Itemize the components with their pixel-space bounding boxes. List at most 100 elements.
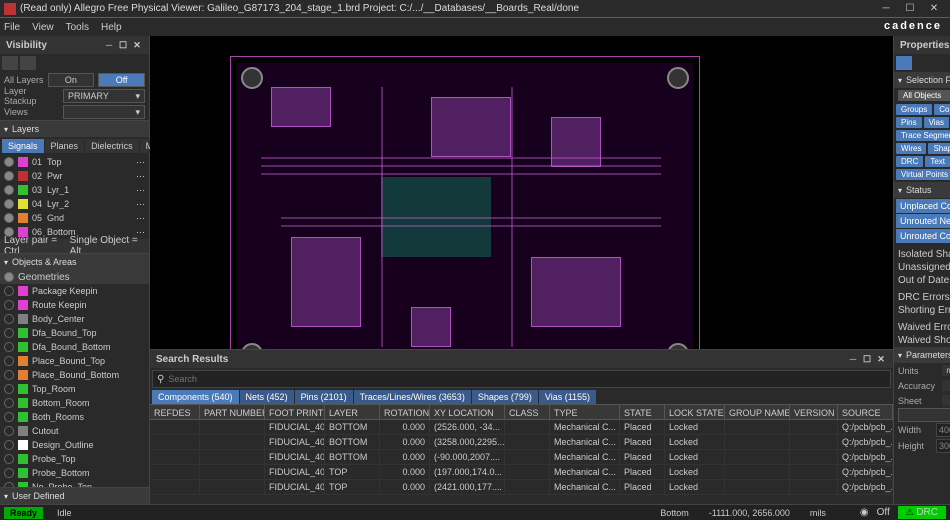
color-swatch[interactable]: [18, 185, 28, 195]
eye-icon[interactable]: [4, 185, 14, 195]
close-button[interactable]: ✕: [922, 3, 946, 14]
color-swatch[interactable]: [18, 342, 28, 352]
layer-row[interactable]: 04 Lyr_2⋯: [0, 197, 149, 211]
unit-button[interactable]: A: [942, 395, 950, 406]
layers-section-header[interactable]: Layers: [0, 121, 149, 137]
drc-button[interactable]: ⚠ DRC: [898, 506, 946, 519]
eye-icon[interactable]: [4, 398, 14, 408]
eye-icon[interactable]: [4, 300, 14, 310]
col-header[interactable]: FOOT PRINT: [265, 405, 325, 419]
col-header[interactable]: SOURCE: [838, 405, 893, 419]
design-canvas[interactable]: [150, 36, 893, 349]
eye-icon[interactable]: [4, 199, 14, 209]
vis-tool-2[interactable]: [20, 56, 36, 70]
table-row[interactable]: FIDUCIAL_40TOP0.000(197.000,174.0...Mech…: [150, 465, 893, 480]
eye-icon[interactable]: [4, 454, 14, 464]
col-header[interactable]: LOCK STATE: [665, 405, 725, 419]
layer-row[interactable]: 03 Lyr_1⋯: [0, 183, 149, 197]
width-input[interactable]: [936, 423, 950, 437]
search-dock-icon[interactable]: ☐: [861, 353, 873, 365]
col-header[interactable]: VERSION: [790, 405, 838, 419]
filter-button[interactable]: Wires: [896, 143, 926, 154]
maximize-button[interactable]: ☐: [898, 3, 922, 14]
search-close-icon[interactable]: ✕: [875, 353, 887, 365]
eye-icon[interactable]: [4, 286, 14, 296]
eye-icon[interactable]: [4, 328, 14, 338]
layer-row[interactable]: 01 Top⋯: [0, 155, 149, 169]
geometry-row[interactable]: Place_Bound_Top: [0, 354, 149, 368]
panel-minimize-icon[interactable]: ─: [103, 39, 115, 51]
all-layers-off[interactable]: Off: [98, 73, 145, 87]
color-swatch[interactable]: [18, 171, 28, 181]
more-icon[interactable]: ⋯: [136, 157, 145, 168]
layer-row[interactable]: 02 Pwr⋯: [0, 169, 149, 183]
eye-icon[interactable]: [4, 370, 14, 380]
geometry-row[interactable]: Place_Bound_Bottom: [0, 368, 149, 382]
eye-icon[interactable]: [4, 213, 14, 223]
color-swatch[interactable]: [18, 468, 28, 478]
table-row[interactable]: FIDUCIAL_40BOTTOM0.000(2526.000, -34...M…: [150, 420, 893, 435]
status-section-header[interactable]: Status: [894, 182, 950, 198]
color-swatch[interactable]: [18, 328, 28, 338]
more-icon[interactable]: ⋯: [136, 185, 145, 196]
color-swatch[interactable]: [18, 356, 28, 366]
search-tab[interactable]: Nets (452): [240, 390, 294, 404]
color-swatch[interactable]: [18, 286, 28, 296]
filter-button[interactable]: Pins: [896, 117, 922, 128]
geometry-row[interactable]: Package Keepin: [0, 284, 149, 298]
menu-tools[interactable]: Tools: [66, 22, 89, 33]
col-header[interactable]: PART NUMBER: [200, 405, 265, 419]
user-defined-header[interactable]: User Defined: [0, 488, 149, 504]
filter-button[interactable]: DRC: [896, 156, 923, 167]
col-header[interactable]: LAYER: [325, 405, 380, 419]
geometry-row[interactable]: Bottom_Room: [0, 396, 149, 410]
menu-view[interactable]: View: [32, 22, 54, 33]
geometry-row[interactable]: Route Keepin: [0, 298, 149, 312]
color-swatch[interactable]: [18, 412, 28, 422]
color-swatch[interactable]: [18, 157, 28, 167]
col-header[interactable]: STATE: [620, 405, 665, 419]
filter-button[interactable]: Components: [934, 104, 950, 115]
geometry-row[interactable]: Both_Rooms: [0, 410, 149, 424]
all-objects-button[interactable]: All Objects: [898, 90, 950, 101]
col-header[interactable]: GROUP NAME: [725, 405, 790, 419]
vis-tool-1[interactable]: [2, 56, 18, 70]
table-row[interactable]: FIDUCIAL_40TOP0.000(2421.000,177....Mech…: [150, 480, 893, 495]
height-input[interactable]: [936, 439, 950, 453]
geometry-row[interactable]: Probe_Bottom: [0, 466, 149, 480]
col-header[interactable]: XY LOCATION: [430, 405, 505, 419]
more-icon[interactable]: ⋯: [136, 213, 145, 224]
tab-planes[interactable]: Planes: [45, 139, 85, 153]
filter-button[interactable]: Trace Segments: [896, 130, 950, 141]
tab-signals[interactable]: Signals: [2, 139, 44, 153]
tab-dielectrics[interactable]: Dielectrics: [85, 139, 139, 153]
table-row[interactable]: FIDUCIAL_40BOTTOM0.000(-90.000,2007....M…: [150, 450, 893, 465]
geometry-row[interactable]: Top_Room: [0, 382, 149, 396]
color-swatch[interactable]: [18, 426, 28, 436]
unit-button[interactable]: 0: [942, 380, 950, 391]
menu-help[interactable]: Help: [101, 22, 122, 33]
geometry-row[interactable]: Dfa_Bound_Bottom: [0, 340, 149, 354]
eye-icon[interactable]: [4, 426, 14, 436]
selection-filter-header[interactable]: Selection Filter: [894, 72, 950, 88]
search-tab[interactable]: Vias (1155): [539, 390, 596, 404]
col-header[interactable]: CLASS: [505, 405, 550, 419]
unit-button[interactable]: mm: [942, 365, 950, 376]
geometry-row[interactable]: Cutout: [0, 424, 149, 438]
status-bar[interactable]: Unrouted Nets47/356: [896, 214, 950, 228]
layer-stackup-select[interactable]: PRIMARY: [63, 89, 145, 103]
eye-icon[interactable]: [4, 356, 14, 366]
search-input[interactable]: [168, 374, 886, 384]
eye-icon[interactable]: [4, 171, 14, 181]
objects-areas-header[interactable]: Objects & Areas: [0, 254, 149, 270]
menu-file[interactable]: File: [4, 22, 20, 33]
search-minimize-icon[interactable]: ─: [847, 353, 859, 365]
all-layers-on[interactable]: On: [48, 73, 95, 87]
geometry-row[interactable]: No_Probe_Top: [0, 480, 149, 487]
panel-close-icon[interactable]: ✕: [131, 39, 143, 51]
eye-icon[interactable]: [4, 157, 14, 167]
search-tab[interactable]: Components (540): [152, 390, 239, 404]
geometry-row[interactable]: Body_Center: [0, 312, 149, 326]
status-bar[interactable]: Unrouted Connections64/871: [896, 229, 950, 243]
geometry-row[interactable]: Design_Outline: [0, 438, 149, 452]
